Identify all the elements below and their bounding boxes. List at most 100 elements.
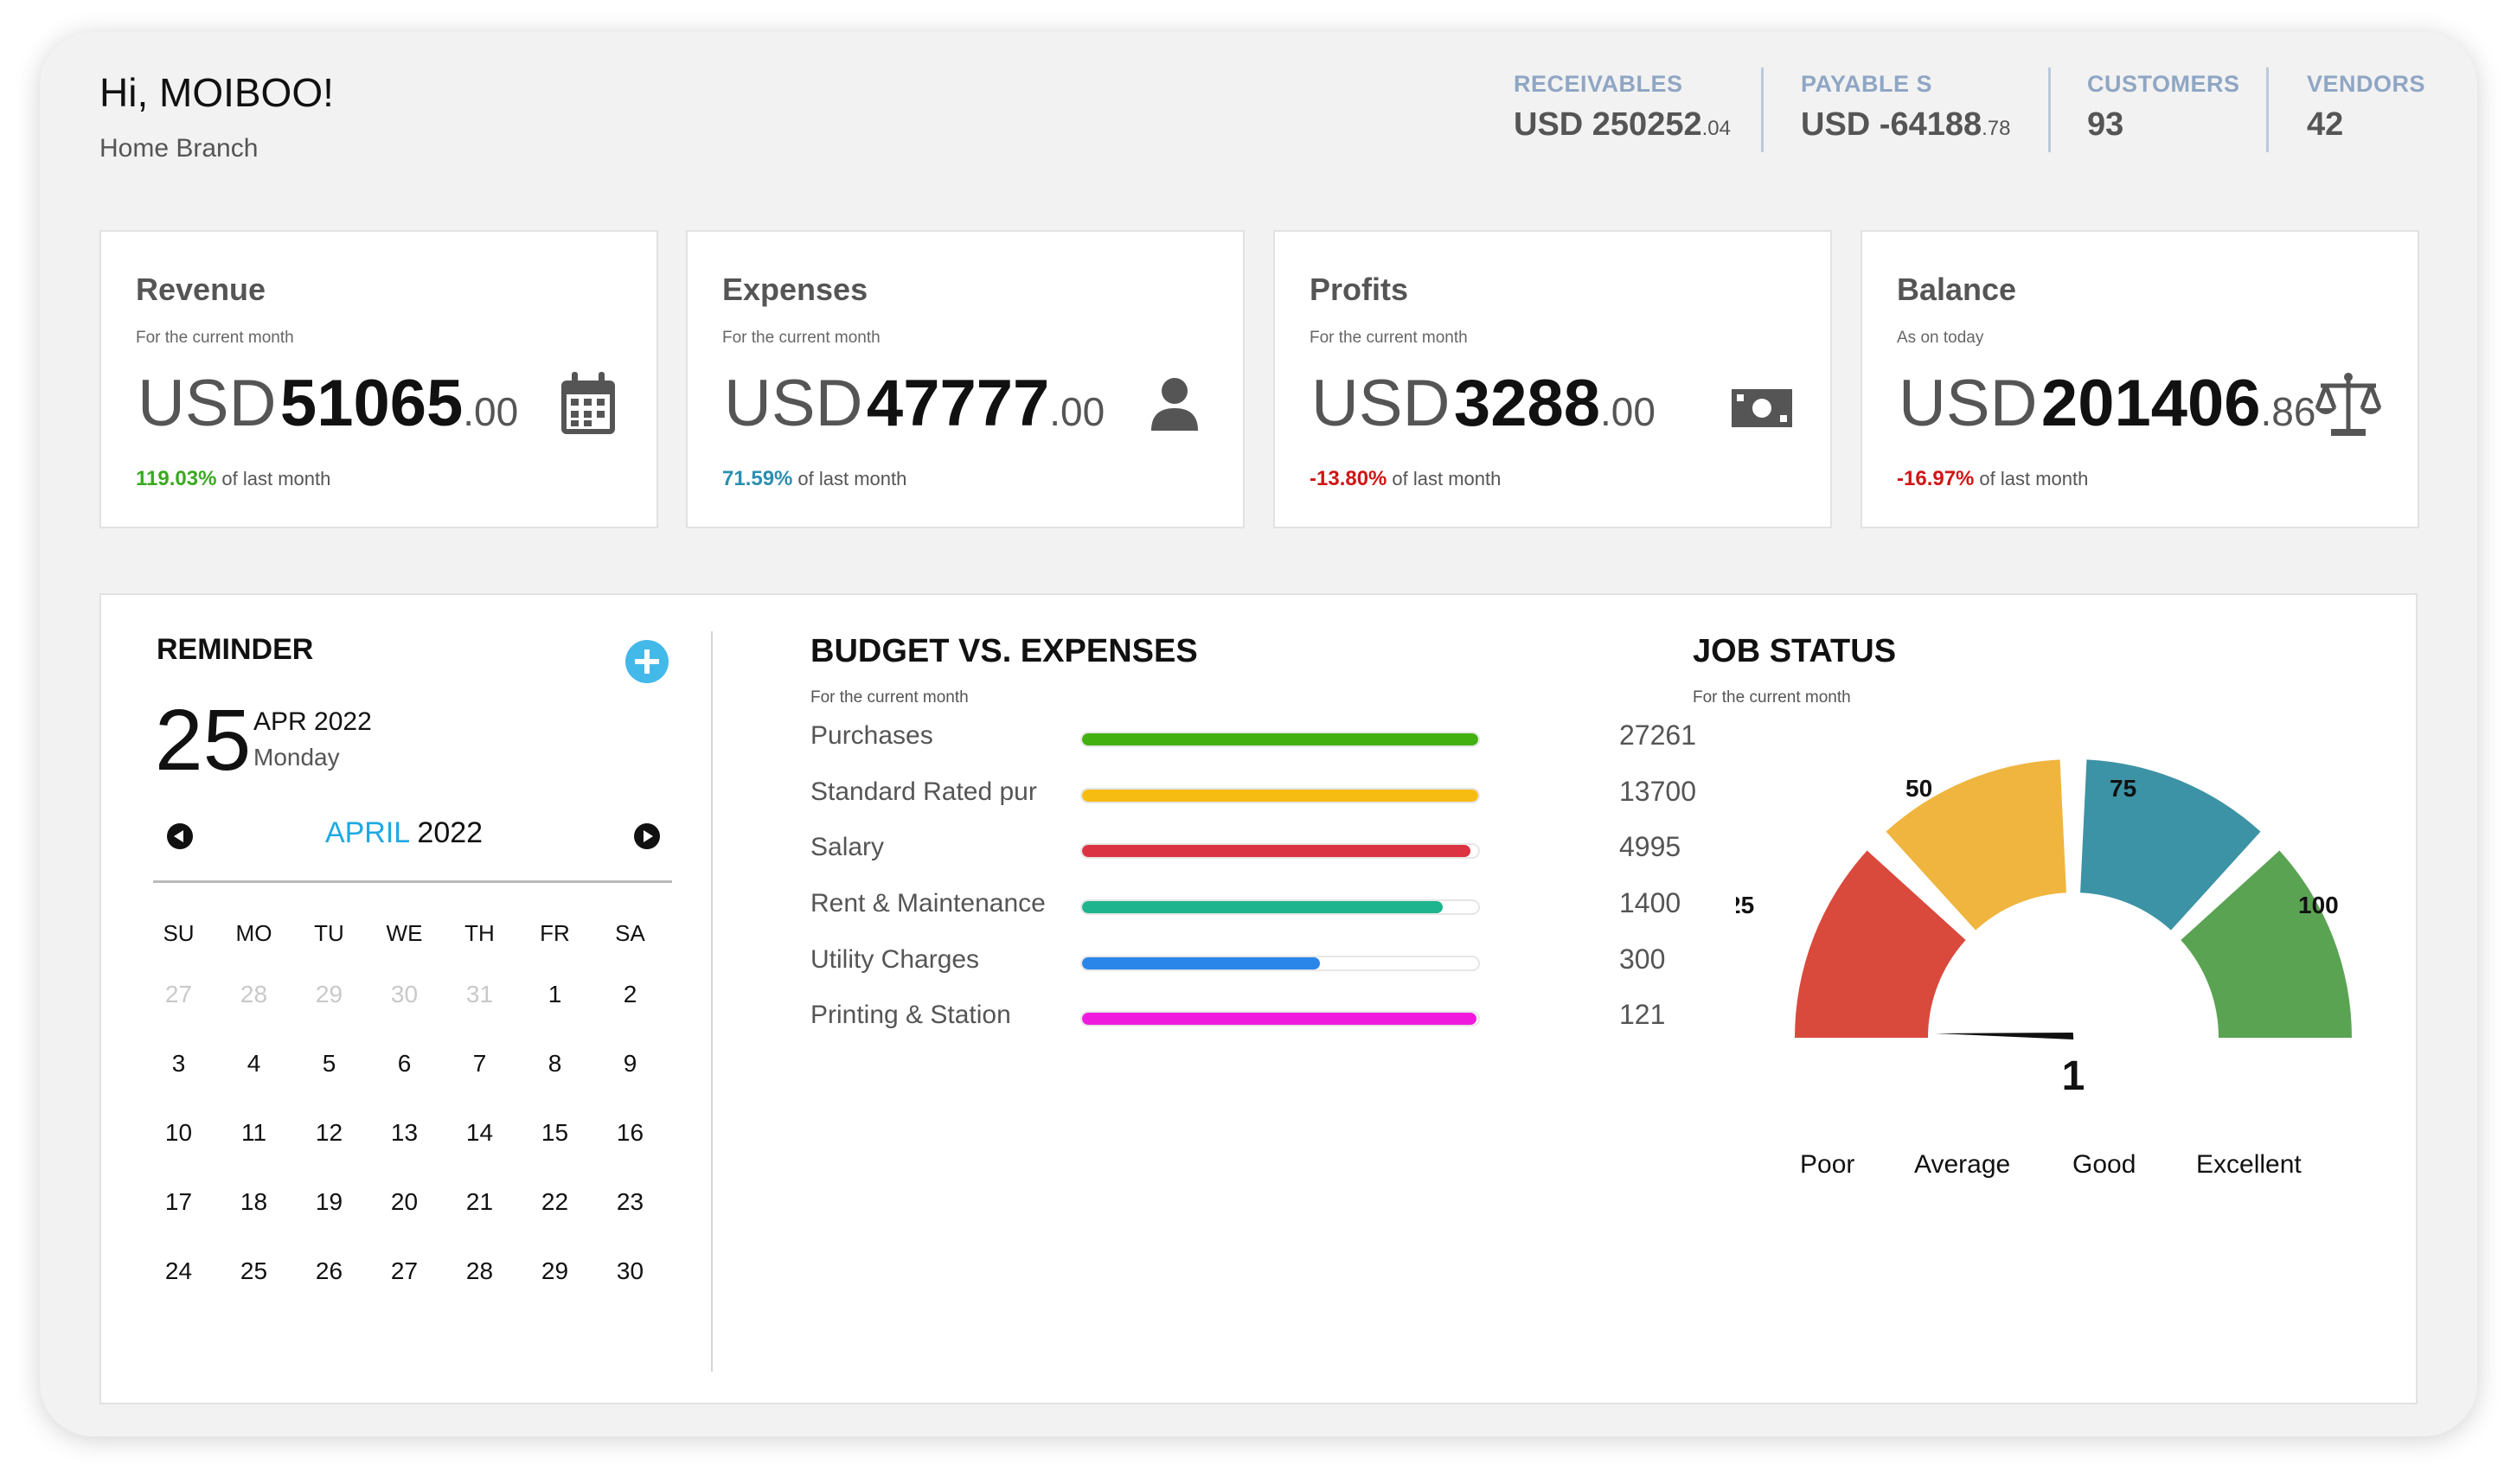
calendar-weekday: TH xyxy=(464,919,495,946)
calendar-day[interactable]: 19 xyxy=(315,1188,343,1215)
calendar-day[interactable]: 17 xyxy=(164,1188,193,1215)
calendar-week-row: 24 25 26 27 28 29 30 xyxy=(141,1237,669,1306)
calendar-weekday: TU xyxy=(314,919,344,946)
calendar-day[interactable]: 23 xyxy=(616,1188,644,1215)
card-amount: USD 3288.00 xyxy=(1311,367,1656,440)
budget-item-value: 4995 xyxy=(1619,831,1681,862)
calendar-day[interactable]: 26 xyxy=(315,1257,343,1284)
gauge-segment xyxy=(2181,850,2352,1038)
gauge-tick-label: 50 xyxy=(1905,775,1932,802)
card-subtitle: For the current month xyxy=(722,329,881,347)
calendar-day[interactable]: 4 xyxy=(247,1050,261,1077)
card-subtitle: For the current month xyxy=(136,329,294,347)
stat-receivables[interactable]: RECEIVABLES USD 250252.04 xyxy=(1514,71,1731,144)
stat-vendors[interactable]: VENDORS 42 xyxy=(2307,71,2425,144)
budget-row[interactable]: Printing & Station 121 xyxy=(810,992,1665,1044)
user-icon xyxy=(1151,378,1198,431)
gauge-category-label: Average xyxy=(1914,1150,2011,1179)
budget-row[interactable]: Standard Rated pur 13700 xyxy=(810,769,1696,821)
calendar-day[interactable]: 31 xyxy=(465,981,494,1007)
card-revenue[interactable]: Revenue For the current month USD 51065.… xyxy=(99,230,658,528)
budget-progress-fill xyxy=(1082,957,1320,969)
calendar-week-row: 10 11 12 13 14 15 16 xyxy=(141,1098,669,1167)
calendar-day[interactable]: 12 xyxy=(315,1119,343,1146)
calendar-day[interactable]: 16 xyxy=(616,1119,644,1146)
gauge-tick-label: 25 xyxy=(1736,892,1754,918)
calendar-day[interactable]: 6 xyxy=(397,1050,412,1077)
budget-row[interactable]: Rent & Maintenance 1400 xyxy=(810,880,1681,932)
card-expenses[interactable]: Expenses For the current month USD 47777… xyxy=(686,230,1245,528)
gauge-segment xyxy=(2080,759,2261,931)
stat-customers[interactable]: CUSTOMERS 93 xyxy=(2087,71,2240,144)
calendar-day[interactable]: 9 xyxy=(623,1050,637,1077)
calendar-day[interactable]: 30 xyxy=(390,981,419,1007)
calendar-weekday: MO xyxy=(235,919,272,946)
calendar-day[interactable]: 8 xyxy=(548,1050,562,1077)
budget-row[interactable]: Purchases 27261 xyxy=(810,713,1696,764)
budget-item-name: Standard Rated pur xyxy=(810,777,1037,806)
prev-month-button[interactable] xyxy=(167,823,193,849)
card-subtitle: As on today xyxy=(1897,329,1984,347)
calendar-day[interactable]: 3 xyxy=(171,1050,186,1077)
calendar-day[interactable]: 27 xyxy=(164,981,193,1007)
selected-day: 25 xyxy=(155,692,252,789)
stat-payables[interactable]: PAYABLE S USD -64188.78 xyxy=(1801,71,2011,144)
calendar-day[interactable]: 11 xyxy=(240,1119,267,1146)
calendar-day[interactable]: 15 xyxy=(541,1119,569,1146)
budget-progress-fill xyxy=(1082,733,1478,745)
calendar-day[interactable]: 30 xyxy=(616,1257,644,1284)
calendar-day[interactable]: 27 xyxy=(390,1257,419,1284)
budget-progress-fill xyxy=(1082,845,1470,857)
budget-item-value: 121 xyxy=(1619,999,1666,1030)
calendar-weekday: FR xyxy=(540,919,570,946)
stat-divider xyxy=(2048,67,2051,152)
branch-name: Home Branch xyxy=(99,134,259,163)
calendar-day[interactable]: 10 xyxy=(164,1119,193,1146)
card-change: -13.80% of last month xyxy=(1310,467,1502,490)
calendar-day[interactable]: 18 xyxy=(240,1188,268,1215)
calendar-day[interactable]: 20 xyxy=(390,1188,419,1215)
calendar-day[interactable]: 21 xyxy=(465,1188,494,1215)
calendar-day[interactable]: 29 xyxy=(315,981,343,1007)
next-month-button[interactable] xyxy=(634,823,660,849)
card-change: 119.03% of last month xyxy=(136,467,331,490)
add-reminder-button[interactable] xyxy=(625,640,669,683)
budget-progress-track xyxy=(1080,1011,1480,1027)
panel-divider xyxy=(711,631,713,1372)
budget-item-value: 300 xyxy=(1619,943,1666,975)
budget-item-name: Printing & Station xyxy=(810,1001,1011,1029)
budget-subtitle: For the current month xyxy=(810,688,969,707)
calendar-day[interactable]: 5 xyxy=(322,1050,336,1077)
gauge-needle xyxy=(1935,1033,2074,1039)
calendar-day[interactable]: 25 xyxy=(240,1257,268,1284)
card-balance[interactable]: Balance As on today USD 201406.86 -16.97… xyxy=(1861,230,2419,528)
gauge-value: 1 xyxy=(2062,1053,2085,1099)
calendar-week-row: 17 18 19 20 21 22 23 xyxy=(141,1167,669,1237)
budget-row[interactable]: Salary 4995 xyxy=(810,824,1681,876)
calendar-day[interactable]: 28 xyxy=(465,1257,494,1284)
stat-divider xyxy=(2266,67,2269,152)
card-title: Expenses xyxy=(722,272,868,307)
calendar-day[interactable]: 24 xyxy=(164,1257,193,1284)
calendar-grid: SU MO TU WE TH FR SA 27 28 29 30 31 1 2 3 4 5 6 7 8 9 10 11 12 1… xyxy=(141,906,669,1306)
calendar-day[interactable]: 29 xyxy=(541,1257,569,1284)
budget-item-name: Rent & Maintenance xyxy=(810,889,1046,918)
stat-label: VENDORS xyxy=(2307,71,2426,97)
budget-row[interactable]: Utility Charges 300 xyxy=(810,937,1665,988)
card-profits[interactable]: Profits For the current month USD 3288.0… xyxy=(1273,230,1832,528)
calendar-day[interactable]: 22 xyxy=(541,1188,569,1215)
stat-value: 42 xyxy=(2307,106,2344,143)
stat-divider xyxy=(1761,67,1764,152)
stat-value: 93 xyxy=(2087,106,2124,143)
calendar-day[interactable]: 14 xyxy=(465,1119,494,1146)
calendar-day[interactable]: 1 xyxy=(548,981,562,1007)
calendar-day[interactable]: 28 xyxy=(240,981,268,1007)
calendar-day[interactable]: 13 xyxy=(390,1119,419,1146)
calendar-weekday: WE xyxy=(386,919,423,946)
calendar-day[interactable]: 2 xyxy=(623,981,637,1007)
card-amount: USD 201406.86 xyxy=(1899,367,2316,440)
calendar-day[interactable]: 7 xyxy=(472,1050,487,1077)
greeting: Hi, MOIBOO! xyxy=(99,70,334,115)
gauge-segment xyxy=(1886,759,2066,931)
card-amount: USD 47777.00 xyxy=(724,367,1105,440)
